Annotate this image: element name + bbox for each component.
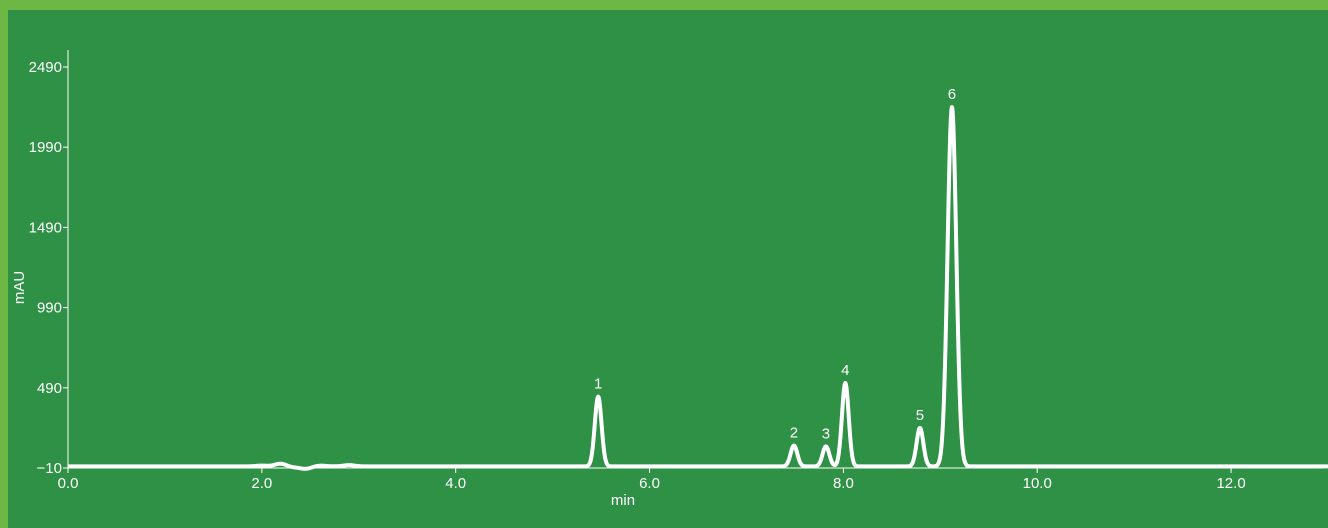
axes: −10 490 990 1490 1990 2490 0.0 2.0 4.0 6.0 8.0 10.0… (29, 50, 1323, 492)
peak-label: 2 (790, 425, 798, 442)
y-tick-label: 1490 (29, 219, 62, 236)
y-tick-label: 490 (37, 380, 62, 397)
peak-label: 3 (822, 425, 830, 442)
x-tick-label: 8.0 (833, 475, 854, 492)
x-tick-label: 10.0 (1023, 475, 1052, 492)
peak-label: 1 (594, 376, 602, 393)
peak-label: 4 (841, 362, 849, 379)
x-tick-label: 6.0 (639, 475, 660, 492)
peak-label: 5 (916, 407, 924, 424)
x-tick-label: 0.0 (58, 475, 79, 492)
x-axis-label: min (611, 492, 635, 509)
y-axis-label: mAU (11, 271, 28, 304)
chart-panel: −10 490 990 1490 1990 2490 0.0 2.0 4.0 6.0 8.0 10.0… (8, 10, 1328, 528)
x-tick-label: 4.0 (445, 475, 466, 492)
y-tick-label: 1990 (29, 139, 62, 156)
x-tick-label: 2.0 (251, 475, 272, 492)
chromatogram-chart: −10 490 990 1490 1990 2490 0.0 2.0 4.0 6.0 8.0 10.0… (11, 50, 1328, 509)
peak-labels: 1 2 3 4 5 6 (594, 86, 956, 442)
y-tick-label: 2490 (29, 59, 62, 76)
y-tick-label: −10 (37, 460, 62, 477)
x-tick-label: 12.0 (1216, 475, 1245, 492)
chromatogram-trace (66, 105, 1328, 471)
y-tick-label: 990 (37, 300, 62, 317)
peak-label: 6 (948, 86, 956, 103)
